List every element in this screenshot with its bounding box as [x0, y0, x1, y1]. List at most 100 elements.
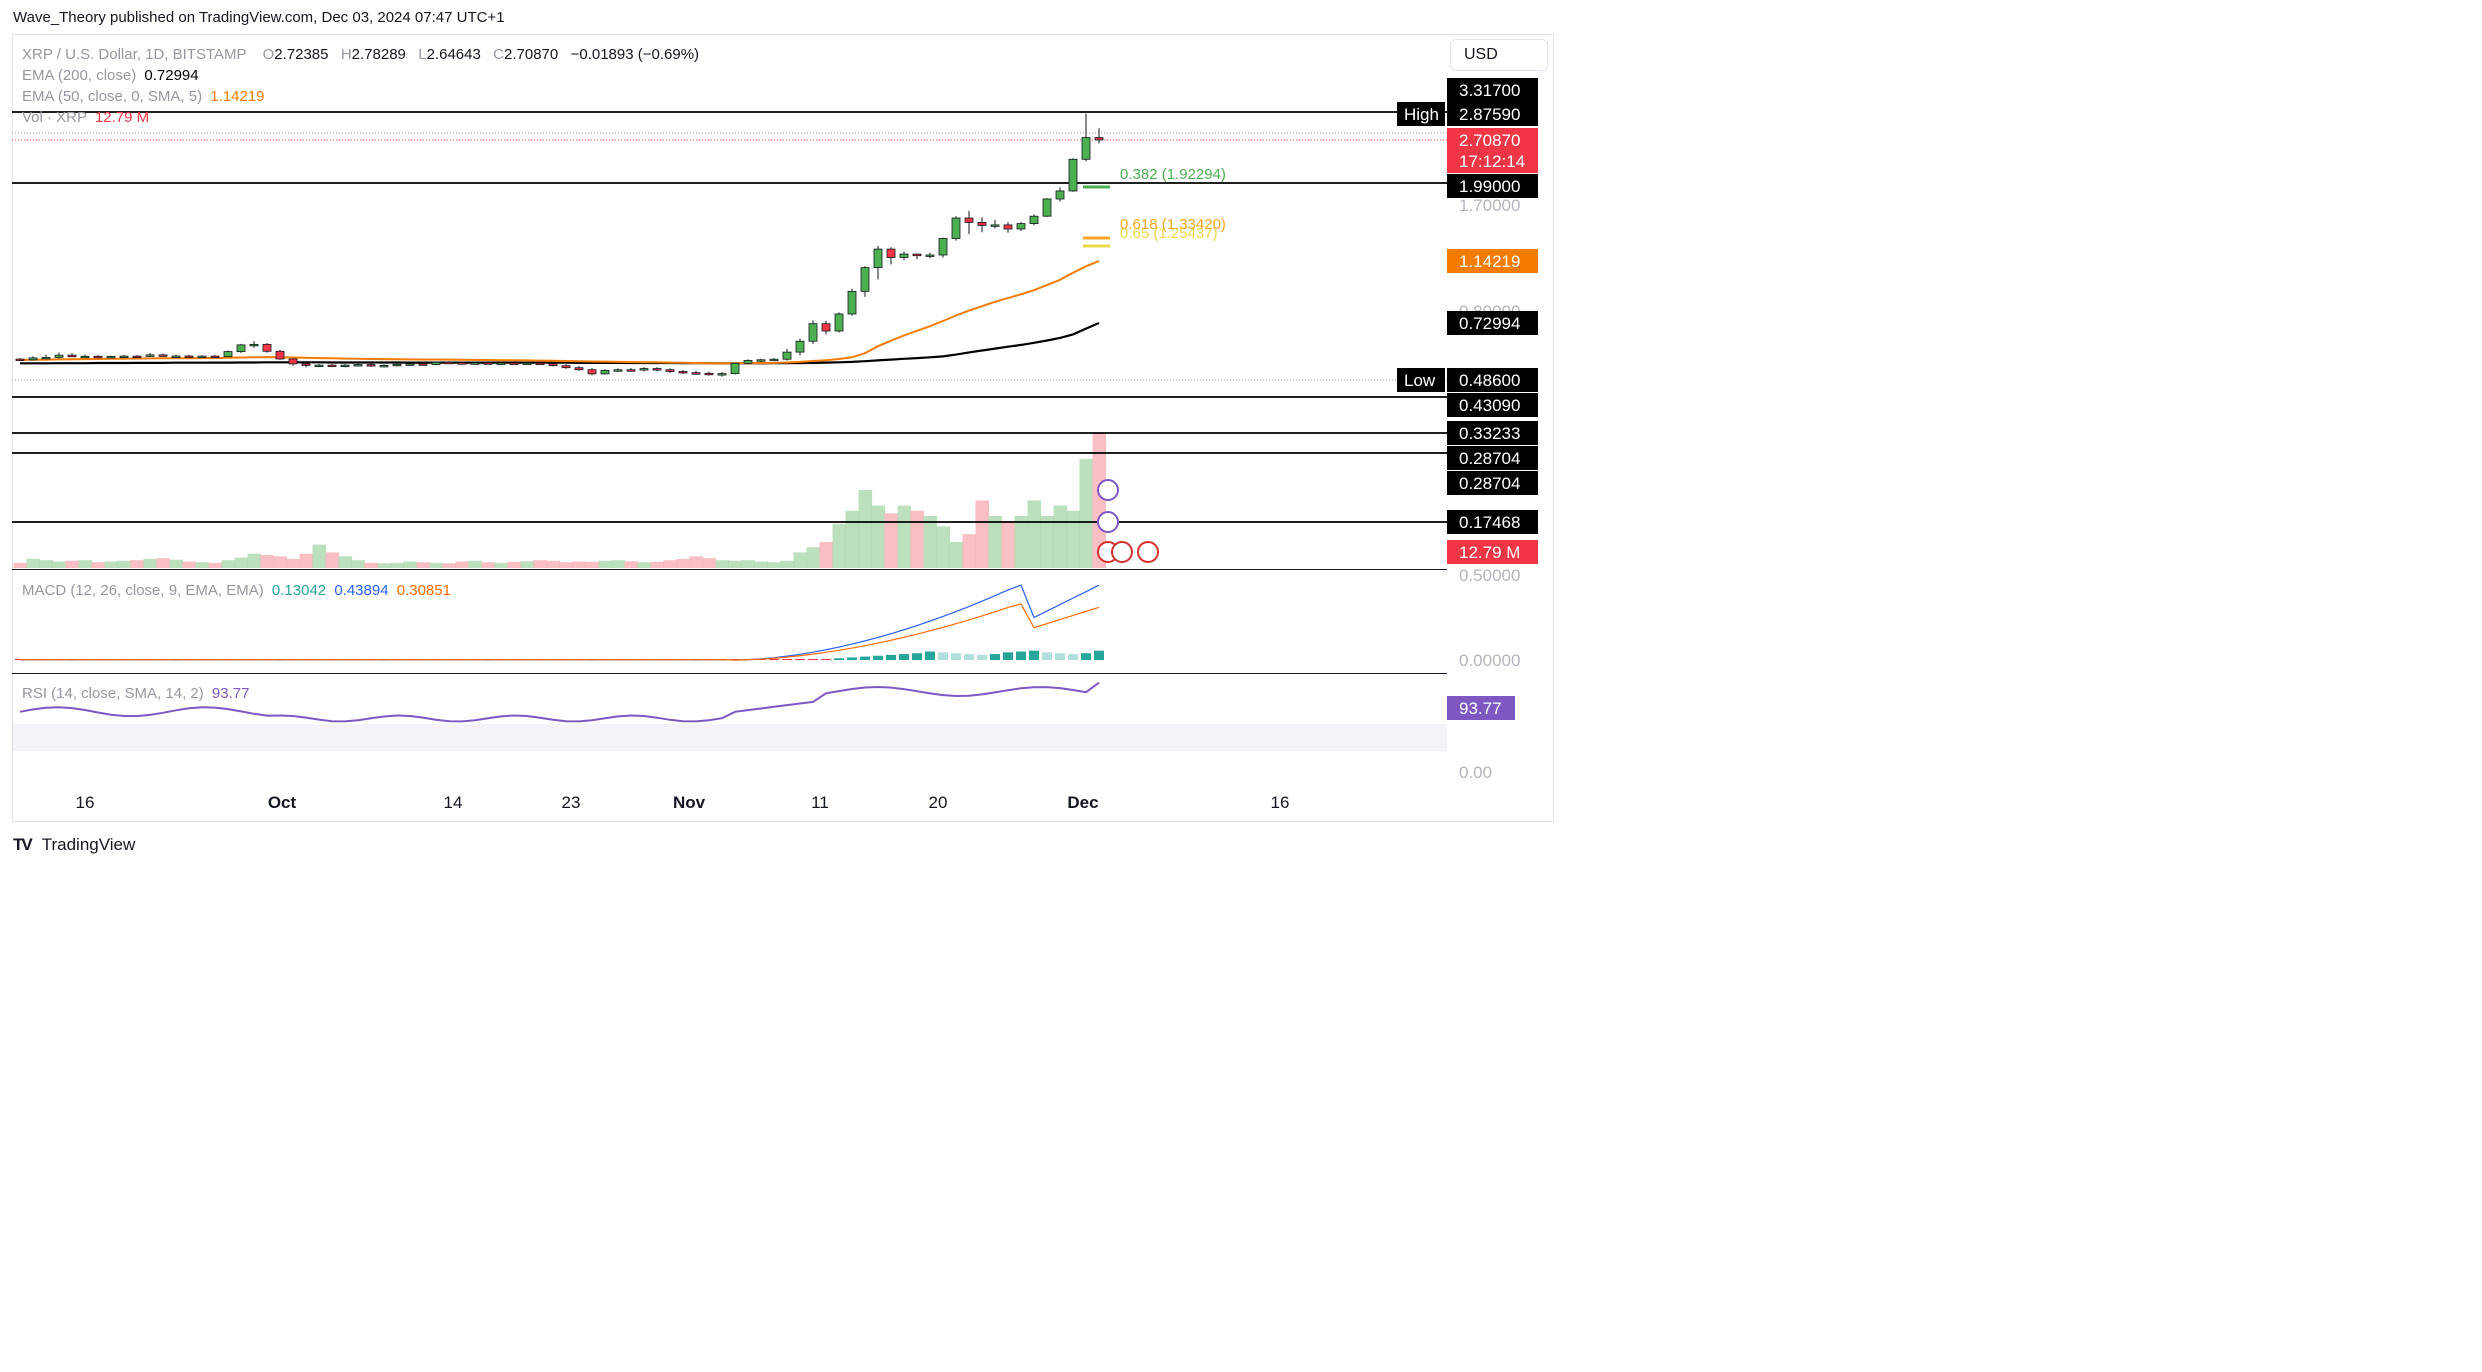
price-scale-label: 2.87590: [1459, 105, 1520, 124]
volume-bar: [234, 557, 249, 568]
macd-hist-bar: [925, 651, 935, 660]
ema200-value: 0.72994: [144, 67, 199, 84]
candle-body: [743, 360, 753, 364]
macd-hist-bar: [1055, 653, 1065, 660]
macd-hist-bar: [1003, 652, 1013, 660]
macd-legend[interactable]: MACD (12, 26, close, 9, EMA, EMA) 0.1304…: [22, 582, 451, 599]
macd-hist-bar: [899, 654, 909, 660]
legend-high-label: H: [340, 46, 352, 63]
candle-body: [769, 358, 779, 362]
volume-bar: [195, 562, 210, 568]
macd-line-value: 0.43894: [334, 582, 389, 599]
time-axis-label: 20: [929, 793, 948, 812]
volume-bar: [1014, 516, 1029, 568]
brand-name: TradingView: [41, 835, 136, 854]
volume-bar: [429, 562, 444, 568]
candle-body: [236, 344, 246, 352]
candle-body: [795, 340, 805, 353]
ema50-label: EMA (50, close, 0, SMA, 5): [22, 88, 203, 105]
volume-bar: [780, 560, 795, 568]
currency-button[interactable]: USD: [1450, 39, 1548, 71]
candle-body: [483, 362, 493, 365]
candle-body: [67, 354, 77, 358]
candle-body: [119, 355, 129, 359]
volume-bar: [143, 558, 158, 568]
legend-ema200-row[interactable]: EMA (200, close) 0.72994: [22, 65, 699, 86]
candle-body: [470, 362, 480, 365]
candle-body: [665, 369, 675, 372]
ema200-label: EMA (200, close): [22, 67, 137, 84]
candle-body: [1068, 158, 1078, 192]
candle-body: [951, 217, 961, 239]
volume-bar: [507, 561, 522, 568]
legend-close-label: C: [493, 46, 505, 63]
price-scale-label: 0.28704: [1459, 449, 1520, 468]
volume-bar: [260, 555, 275, 568]
candle-body: [275, 350, 285, 360]
candle-body: [158, 354, 168, 357]
price-scale-label-bg: [1447, 102, 1538, 126]
time-axis-label: 16: [76, 793, 95, 812]
candle-body: [925, 254, 935, 257]
price-scale-label-bg: [1447, 471, 1538, 495]
candle-body: [15, 358, 25, 361]
volume-bar: [689, 556, 704, 568]
legend-symbol[interactable]: XRP / U.S. Dollar, 1D, BITSTAMP: [22, 46, 247, 63]
legend-low-label: L: [418, 46, 427, 63]
macd-hist-bar: [977, 654, 987, 660]
candle-body: [80, 355, 90, 359]
volume-bar: [481, 562, 496, 568]
volume-bar: [546, 560, 561, 568]
currency-label: USD: [1464, 46, 1498, 63]
volume-bar: [1053, 505, 1068, 568]
legend-ema50-row[interactable]: EMA (50, close, 0, SMA, 5) 1.14219: [22, 86, 699, 107]
volume-bar: [702, 558, 717, 568]
price-scale-label-bg: [1447, 249, 1538, 273]
candle-body: [704, 372, 714, 376]
candle-body: [262, 343, 272, 352]
candle-body: [353, 364, 363, 367]
volume-bar: [923, 516, 938, 568]
macd-hist-bar: [964, 654, 974, 660]
volume-bar: [91, 562, 106, 568]
volume-bar: [390, 562, 405, 568]
candle-body: [106, 355, 116, 359]
volume-bar: [988, 516, 1003, 568]
volume-bar: [598, 560, 613, 568]
volume-bar: [767, 562, 782, 568]
candle-body: [223, 351, 233, 358]
macd-hist-bar: [834, 658, 844, 660]
volume-bar: [247, 553, 262, 568]
macd-hist-bar: [808, 659, 818, 660]
chart-frame: [12, 34, 1554, 822]
time-axis-label: 11: [811, 793, 829, 812]
chart-canvas[interactable]: 0.382 (1.92294) 0.65 (1.25437)0.618 (1.33…: [0, 0, 1563, 864]
rsi-pane: [12, 681, 1447, 751]
price-scale-label-bg: [1447, 421, 1538, 445]
candle-body: [431, 361, 441, 365]
candle-body: [210, 355, 220, 359]
volume-bar: [715, 560, 730, 568]
candle-body: [912, 253, 922, 257]
fib-618-label: 0.618 (1.33420): [1120, 216, 1226, 233]
candle-body: [964, 217, 974, 223]
ema50-value: 1.14219: [210, 88, 265, 105]
tradingview-logo[interactable]: TV TradingView: [13, 835, 135, 855]
volume-area: [12, 433, 1447, 570]
volume-bar: [676, 558, 691, 568]
candle-body: [314, 364, 324, 368]
candle-body: [730, 362, 740, 374]
candle-body: [847, 290, 857, 315]
volume-bar: [611, 560, 626, 568]
rsi-legend[interactable]: RSI (14, close, SMA, 14, 2) 93.77: [22, 685, 249, 702]
ema200-line: [20, 321, 1100, 365]
legend-volume-row[interactable]: Vol · XRP 12.79 M: [22, 107, 699, 128]
price-scale-label-bg: [1447, 78, 1538, 102]
rsi-line: [19, 681, 1100, 723]
candle-body: [249, 343, 259, 347]
volume-bar: [741, 560, 756, 568]
price-scale-label: 0.72994: [1459, 314, 1520, 333]
volume-bar: [520, 561, 535, 568]
horizontal-levels: [12, 111, 1447, 523]
macd-hist-bar: [1068, 654, 1078, 660]
